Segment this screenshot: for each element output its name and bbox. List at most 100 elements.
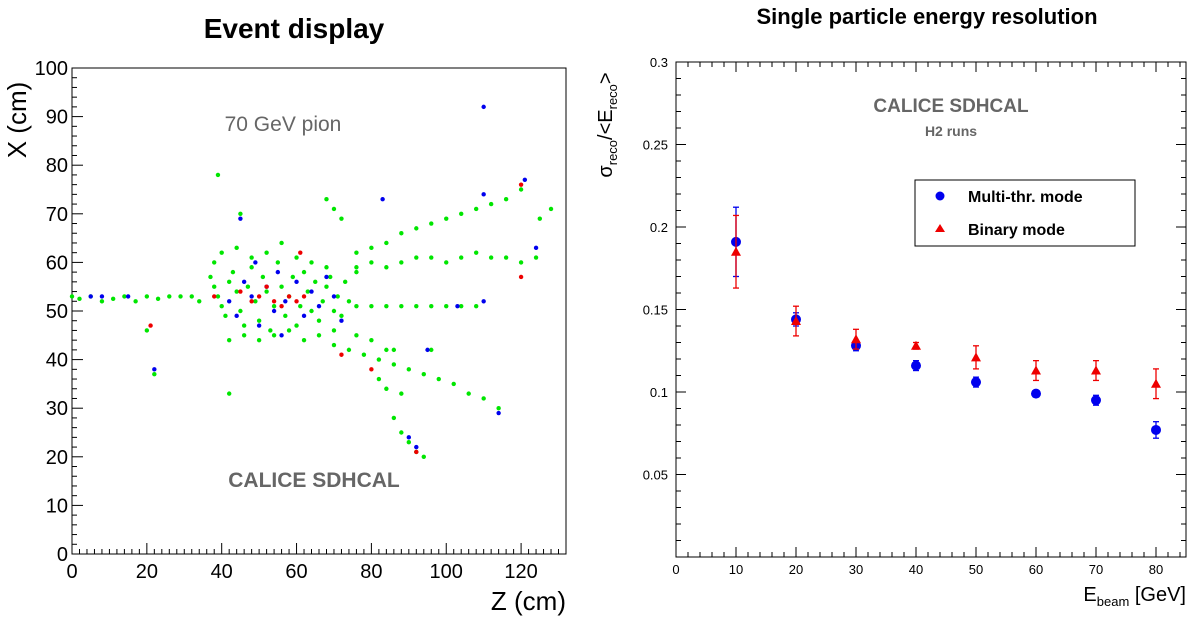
- hit-point-threshold-1: [316, 318, 322, 323]
- hit-point-threshold-1: [155, 296, 161, 302]
- hit-point-threshold-2: [380, 197, 385, 202]
- legend-multi-marker: [935, 191, 945, 201]
- hit-point-threshold-1: [361, 352, 367, 357]
- hit-point-threshold-2: [283, 299, 288, 304]
- hit-point-threshold-2: [533, 245, 539, 251]
- hit-point-threshold-1: [331, 328, 337, 333]
- hit-point-threshold-1: [328, 274, 333, 280]
- hit-point-threshold-1: [122, 294, 127, 299]
- hit-point-threshold-1: [234, 289, 239, 294]
- hit-point-threshold-1: [481, 396, 486, 401]
- hit-point-threshold-1: [429, 255, 434, 260]
- hit-point-threshold-1: [429, 221, 434, 226]
- hit-point-threshold-1: [391, 362, 397, 367]
- resolution-ylabel-sub2: reco: [605, 84, 620, 109]
- hit-point-threshold-2: [226, 299, 232, 304]
- event-display-xlabel: Z (cm): [491, 586, 566, 616]
- hit-point-threshold-1: [391, 347, 397, 353]
- hit-point-threshold-1: [503, 255, 509, 260]
- hit-point-threshold-1: [518, 260, 524, 265]
- hit-point-threshold-1: [283, 313, 288, 319]
- hit-point-threshold-1: [230, 269, 236, 275]
- hit-point-threshold-1: [320, 299, 325, 304]
- hit-point-threshold-1: [473, 303, 479, 309]
- hit-point-threshold-1: [354, 333, 359, 338]
- legend-multi-label: Multi-thr. mode: [968, 189, 1083, 206]
- hit-point-threshold-3: [339, 352, 344, 357]
- x-tick-label: 20: [136, 561, 158, 583]
- hit-point-threshold-2: [309, 289, 314, 294]
- hit-point-threshold-1: [399, 303, 404, 309]
- hit-point-threshold-1: [399, 260, 404, 265]
- hit-point-threshold-1: [354, 303, 359, 309]
- hit-point-threshold-1: [324, 265, 329, 270]
- hit-point-threshold-1: [301, 337, 307, 343]
- hit-point-threshold-2: [455, 303, 460, 309]
- y-tick-label: 0.25: [643, 138, 668, 153]
- x-tick-label: 40: [211, 561, 233, 583]
- y-tick-label: 20: [46, 447, 68, 469]
- resolution-ylabel: σreco/<Ereco>: [595, 72, 620, 177]
- hit-point-threshold-2: [324, 274, 329, 280]
- event-display-ylabel: X (cm): [2, 82, 32, 159]
- hit-point-threshold-1: [253, 299, 258, 304]
- hit-point-threshold-1: [459, 255, 464, 260]
- hit-point-threshold-1: [369, 303, 374, 309]
- hit-point-threshold-3: [369, 367, 374, 372]
- y-tick-label: 40: [46, 350, 68, 372]
- hit-point-threshold-2: [481, 192, 486, 197]
- hit-point-threshold-2: [331, 294, 337, 299]
- hit-point-threshold-1: [226, 279, 232, 285]
- hit-point-threshold-1: [488, 201, 494, 207]
- hit-point-threshold-1: [305, 289, 310, 294]
- legend-binary-label: Binary mode: [968, 222, 1065, 239]
- hit-point-threshold-1: [444, 303, 449, 309]
- hit-point-threshold-1: [197, 299, 202, 304]
- hit-point-threshold-1: [518, 187, 524, 192]
- y-tick-label: 30: [46, 398, 68, 420]
- hit-point-threshold-1: [421, 371, 426, 377]
- hit-point-threshold-1: [354, 250, 359, 255]
- hit-point-threshold-1: [335, 294, 340, 299]
- y-tick-label: 10: [46, 495, 68, 517]
- hit-point-threshold-1: [264, 289, 269, 294]
- resolution-runs-label: H2 runs: [925, 123, 977, 139]
- hit-point-threshold-1: [241, 333, 247, 338]
- hit-point-threshold-1: [421, 454, 426, 459]
- hit-point-threshold-2: [339, 318, 344, 323]
- hit-point-threshold-2: [481, 104, 486, 110]
- hit-point-threshold-1: [294, 255, 299, 260]
- hit-point-threshold-1: [152, 371, 157, 377]
- hit-point-threshold-2: [275, 269, 281, 275]
- hit-point-threshold-2: [301, 313, 307, 319]
- hit-point-threshold-1: [331, 206, 337, 212]
- binary-point: [1091, 365, 1101, 375]
- hit-point-threshold-1: [537, 216, 543, 221]
- hit-point-threshold-1: [234, 245, 239, 251]
- event-display-panel: Event display 0 20 40 60 80 100 120 0 10 20 30 40 50…: [2, 13, 567, 616]
- hit-point-threshold-1: [219, 250, 224, 255]
- x-tick-label: 0: [672, 562, 679, 577]
- hit-point-threshold-1: [226, 391, 232, 396]
- hit-point-threshold-2: [425, 347, 430, 353]
- hit-point-threshold-1: [238, 308, 243, 314]
- hit-point-threshold-1: [533, 255, 539, 260]
- hit-point-threshold-2: [88, 294, 93, 299]
- hit-point-threshold-1: [473, 206, 479, 212]
- hit-point-threshold-1: [249, 255, 254, 260]
- hit-point-threshold-1: [414, 255, 419, 260]
- hit-point-threshold-1: [77, 296, 82, 302]
- hit-point-threshold-1: [99, 299, 105, 304]
- hit-point-threshold-1: [339, 313, 344, 319]
- hit-point-threshold-1: [290, 274, 296, 280]
- resolution-xlabel-e: E: [1083, 584, 1096, 606]
- hit-point-threshold-2: [496, 410, 501, 416]
- resolution-title: Single particle energy resolution: [756, 4, 1097, 29]
- x-tick-label: 0: [66, 561, 77, 583]
- y-tick-label: 0.3: [650, 55, 668, 70]
- hit-point-threshold-2: [152, 367, 157, 372]
- hit-point-threshold-1: [459, 303, 464, 309]
- hit-point-threshold-3: [264, 284, 269, 289]
- hit-point-threshold-1: [256, 337, 262, 343]
- hit-point-threshold-2: [253, 260, 258, 265]
